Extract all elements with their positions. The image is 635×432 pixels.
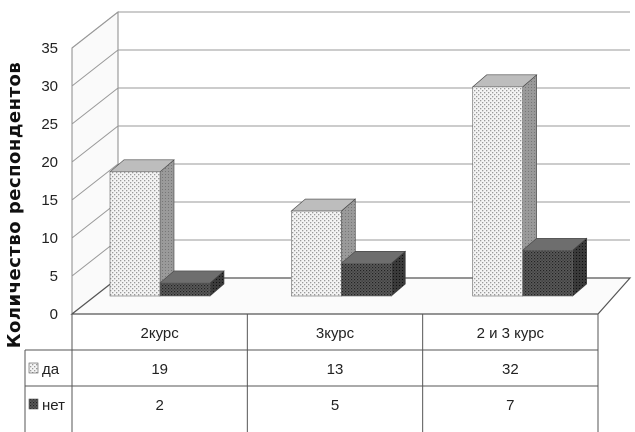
data-value: 19 (151, 361, 168, 378)
bar-front (291, 210, 342, 297)
y-tick-label: 15 (41, 192, 58, 209)
gridline (71, 163, 630, 201)
bar-нет-1 (340, 250, 407, 297)
bar-front (472, 86, 523, 297)
bar-нет-2 (521, 237, 588, 297)
y-tick-label: 25 (41, 116, 58, 133)
bar-front (109, 171, 161, 297)
data-value: 5 (331, 397, 339, 414)
y-tick-label: 5 (50, 268, 58, 285)
data-value: 13 (327, 361, 344, 378)
gridline (71, 11, 119, 49)
bar-да-0 (109, 159, 175, 297)
data-value: 2 (155, 397, 163, 414)
y-tick-label: 35 (41, 40, 58, 57)
bars (109, 74, 588, 297)
series-name: да (42, 361, 60, 378)
legend-key (28, 362, 39, 374)
gridline (71, 49, 630, 87)
gridline (71, 11, 630, 49)
legend-key (28, 398, 39, 410)
bar-front (522, 249, 573, 297)
bar-да-1 (290, 198, 357, 297)
bar-да-2 (471, 74, 538, 297)
y-tick-label: 30 (41, 78, 58, 95)
y-tick-labels: 0 5 10 15 20 25 30 35 (41, 40, 58, 323)
y-tick-label: 20 (41, 154, 58, 171)
category-label: 2курс (141, 325, 180, 342)
category-label: 2 и 3 курс (477, 325, 545, 342)
y-axis-label: Количество респондентов (4, 62, 25, 348)
gridline (71, 87, 630, 125)
bar-front (159, 282, 211, 297)
bar-нет-0 (159, 270, 225, 297)
data-table: 2курс 3курс 2 и 3 курс да 19 13 32 нет 2 5 7 (24, 314, 599, 432)
y-tick-label: 0 (50, 306, 58, 323)
series-name: нет (42, 397, 65, 414)
gridlines (71, 11, 630, 277)
category-label: 3курс (316, 325, 355, 342)
gridline (71, 125, 630, 163)
data-value: 7 (506, 397, 514, 414)
bar-front (341, 263, 392, 297)
data-value: 32 (502, 361, 519, 378)
y-tick-label: 10 (41, 230, 58, 247)
